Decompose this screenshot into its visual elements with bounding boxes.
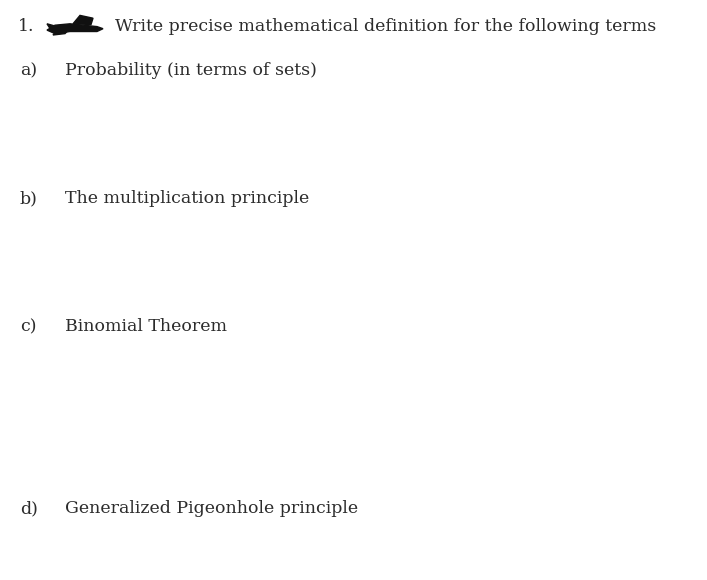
Text: Binomial Theorem: Binomial Theorem	[65, 318, 227, 335]
Text: d): d)	[20, 500, 38, 517]
Text: b): b)	[20, 190, 38, 207]
Polygon shape	[53, 30, 67, 35]
Text: Probability (in terms of sets): Probability (in terms of sets)	[65, 62, 317, 79]
Text: Write precise mathematical definition for the following terms: Write precise mathematical definition fo…	[115, 18, 656, 35]
Text: a): a)	[20, 62, 37, 79]
Text: c): c)	[20, 318, 37, 335]
Polygon shape	[47, 24, 59, 30]
Text: 1.: 1.	[18, 18, 35, 35]
Text: Generalized Pigeonhole principle: Generalized Pigeonhole principle	[65, 500, 358, 517]
Text: The multiplication principle: The multiplication principle	[65, 190, 309, 207]
Polygon shape	[73, 16, 93, 24]
Polygon shape	[47, 24, 103, 34]
